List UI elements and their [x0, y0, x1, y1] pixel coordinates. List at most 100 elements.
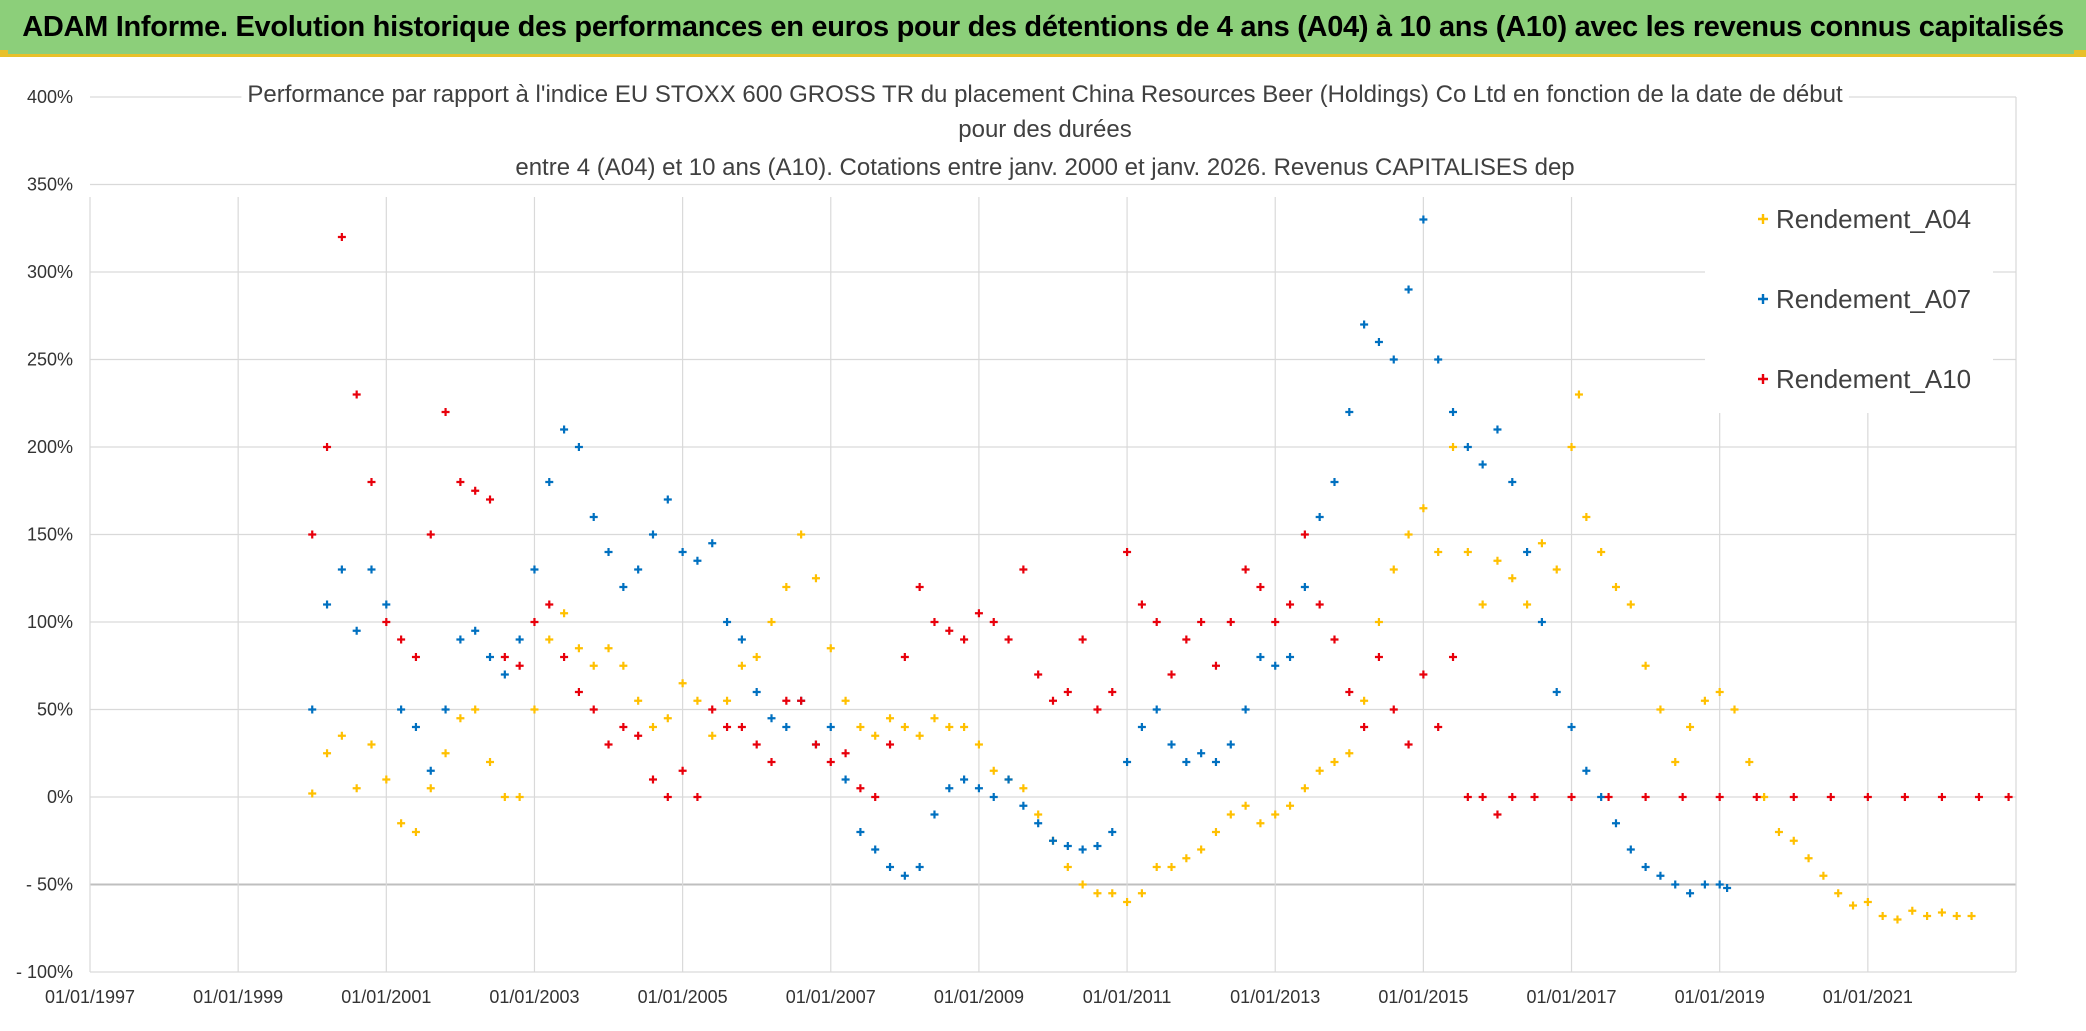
data-point	[456, 635, 465, 644]
data-points	[308, 215, 2013, 924]
data-point	[1034, 810, 1043, 819]
data-point	[1434, 723, 1443, 731]
data-point	[1300, 583, 1309, 591]
data-point	[693, 556, 702, 565]
data-point	[589, 661, 598, 670]
data-point	[1752, 793, 1761, 801]
data-point	[1330, 635, 1339, 644]
data-point	[1686, 889, 1695, 898]
legend-label: Rendement_A07	[1776, 284, 1971, 314]
data-point	[1389, 705, 1398, 714]
data-point	[1774, 828, 1783, 836]
data-point	[411, 723, 420, 731]
data-point	[782, 696, 791, 705]
data-point	[989, 793, 998, 801]
data-point	[1804, 854, 1813, 863]
data-point	[1404, 530, 1413, 539]
data-point	[530, 565, 539, 574]
series-Rendement_A04	[308, 390, 1976, 924]
data-point	[1567, 443, 1576, 451]
data-point	[515, 793, 524, 801]
data-point	[471, 486, 480, 495]
data-point	[1700, 696, 1709, 705]
data-point	[545, 635, 554, 644]
data-point	[900, 871, 909, 880]
data-point	[1049, 836, 1057, 845]
data-point	[1256, 653, 1265, 661]
data-point	[1137, 600, 1146, 609]
data-point	[1004, 775, 1013, 784]
data-point	[1582, 513, 1591, 521]
data-point	[1493, 810, 1502, 819]
data-point	[767, 618, 776, 626]
data-point	[1723, 884, 1732, 892]
data-point	[945, 626, 954, 635]
data-point	[1419, 215, 1428, 224]
data-point	[826, 644, 835, 653]
data-point	[811, 740, 820, 749]
legend-box	[1705, 187, 1993, 413]
data-point	[352, 626, 361, 635]
data-point	[1271, 810, 1280, 819]
data-point	[367, 740, 376, 749]
data-point	[945, 723, 954, 731]
data-point	[486, 653, 495, 661]
data-point	[1330, 758, 1339, 766]
data-point	[1449, 653, 1458, 661]
data-point	[1523, 600, 1532, 609]
data-point	[1834, 889, 1843, 898]
data-point	[960, 635, 969, 644]
data-point	[2004, 793, 2013, 801]
data-point	[1360, 696, 1369, 705]
data-point	[1508, 574, 1517, 583]
data-point	[1019, 784, 1028, 793]
data-point	[1604, 793, 1613, 801]
data-point	[1715, 688, 1724, 696]
data-point	[841, 775, 850, 784]
data-point	[500, 793, 509, 801]
data-point	[1745, 758, 1754, 766]
data-point	[367, 478, 376, 486]
data-point	[1530, 793, 1539, 801]
data-point	[1574, 390, 1583, 399]
data-point	[411, 828, 420, 836]
report-banner: ADAM Informe. Evolution historique des p…	[0, 0, 2086, 57]
banner-accent-right	[2074, 50, 2086, 54]
data-point	[974, 609, 983, 618]
data-point	[915, 731, 924, 740]
data-point	[589, 513, 598, 521]
data-point	[1241, 705, 1250, 714]
data-point	[1034, 670, 1043, 679]
data-point	[1937, 908, 1946, 917]
data-point	[841, 696, 850, 705]
data-point	[1789, 836, 1798, 845]
data-point	[1226, 740, 1235, 749]
data-point	[1004, 635, 1013, 644]
data-point	[619, 583, 628, 591]
data-point	[1093, 705, 1102, 714]
data-point	[1434, 355, 1443, 364]
data-point	[1893, 915, 1902, 924]
data-point	[1523, 548, 1532, 556]
x-tick-label: 01/01/2003	[489, 987, 579, 1007]
data-point	[797, 696, 806, 705]
data-point	[1678, 793, 1687, 801]
y-tick-label: 150%	[27, 525, 73, 545]
y-tick-label: 400%	[27, 87, 73, 107]
data-point	[486, 495, 495, 504]
data-point	[1093, 889, 1102, 898]
data-point	[1256, 583, 1265, 591]
data-point	[1478, 600, 1487, 609]
data-point	[1434, 548, 1443, 556]
data-point	[915, 583, 924, 591]
y-tick-label: 350%	[27, 175, 73, 195]
data-point	[367, 565, 376, 574]
data-point	[441, 408, 450, 416]
data-point	[1137, 723, 1146, 731]
data-point	[856, 723, 865, 731]
data-point	[871, 793, 880, 801]
data-point	[1374, 338, 1383, 346]
data-point	[1686, 723, 1695, 731]
data-point	[1315, 600, 1324, 609]
data-point	[1478, 460, 1487, 469]
